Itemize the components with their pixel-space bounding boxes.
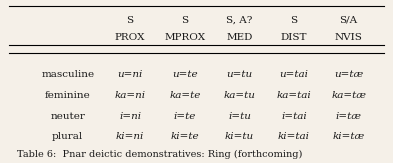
Text: plural: plural [52, 133, 83, 141]
Text: i=tai: i=tai [281, 112, 307, 121]
Text: ka=tai: ka=tai [277, 91, 311, 100]
Text: ki=tai: ki=tai [278, 133, 310, 141]
Text: ka=ni: ka=ni [115, 91, 146, 100]
Text: ki=te: ki=te [171, 133, 199, 141]
Text: S, A?: S, A? [226, 16, 253, 25]
Text: i=tæ: i=tæ [336, 112, 362, 121]
Text: ki=tu: ki=tu [225, 133, 254, 141]
Text: ka=tæ: ka=tæ [331, 91, 366, 100]
Text: u=tai: u=tai [279, 70, 309, 79]
Text: PROX: PROX [115, 33, 145, 42]
Text: i=te: i=te [174, 112, 196, 121]
Text: u=ni: u=ni [118, 70, 143, 79]
Text: NVIS: NVIS [335, 33, 363, 42]
Text: Table 6:  Pnar deictic demonstratives: Ring (forthcoming): Table 6: Pnar deictic demonstratives: Ri… [17, 150, 302, 159]
Text: ki=ni: ki=ni [116, 133, 144, 141]
Text: ka=te: ka=te [169, 91, 200, 100]
Text: ki=tæ: ki=tæ [332, 133, 365, 141]
Text: S: S [181, 16, 188, 25]
Text: S/A: S/A [340, 16, 358, 25]
Text: feminine: feminine [45, 91, 91, 100]
Text: u=te: u=te [172, 70, 198, 79]
Text: MED: MED [226, 33, 253, 42]
Text: u=tu: u=tu [226, 70, 252, 79]
Text: i=tu: i=tu [228, 112, 251, 121]
Text: u=tæ: u=tæ [334, 70, 363, 79]
Text: i=ni: i=ni [119, 112, 141, 121]
Text: S: S [127, 16, 134, 25]
Text: neuter: neuter [50, 112, 85, 121]
Text: S: S [290, 16, 298, 25]
Text: masculine: masculine [41, 70, 94, 79]
Text: MPROX: MPROX [164, 33, 206, 42]
Text: DIST: DIST [281, 33, 307, 42]
Text: ka=tu: ka=tu [224, 91, 255, 100]
